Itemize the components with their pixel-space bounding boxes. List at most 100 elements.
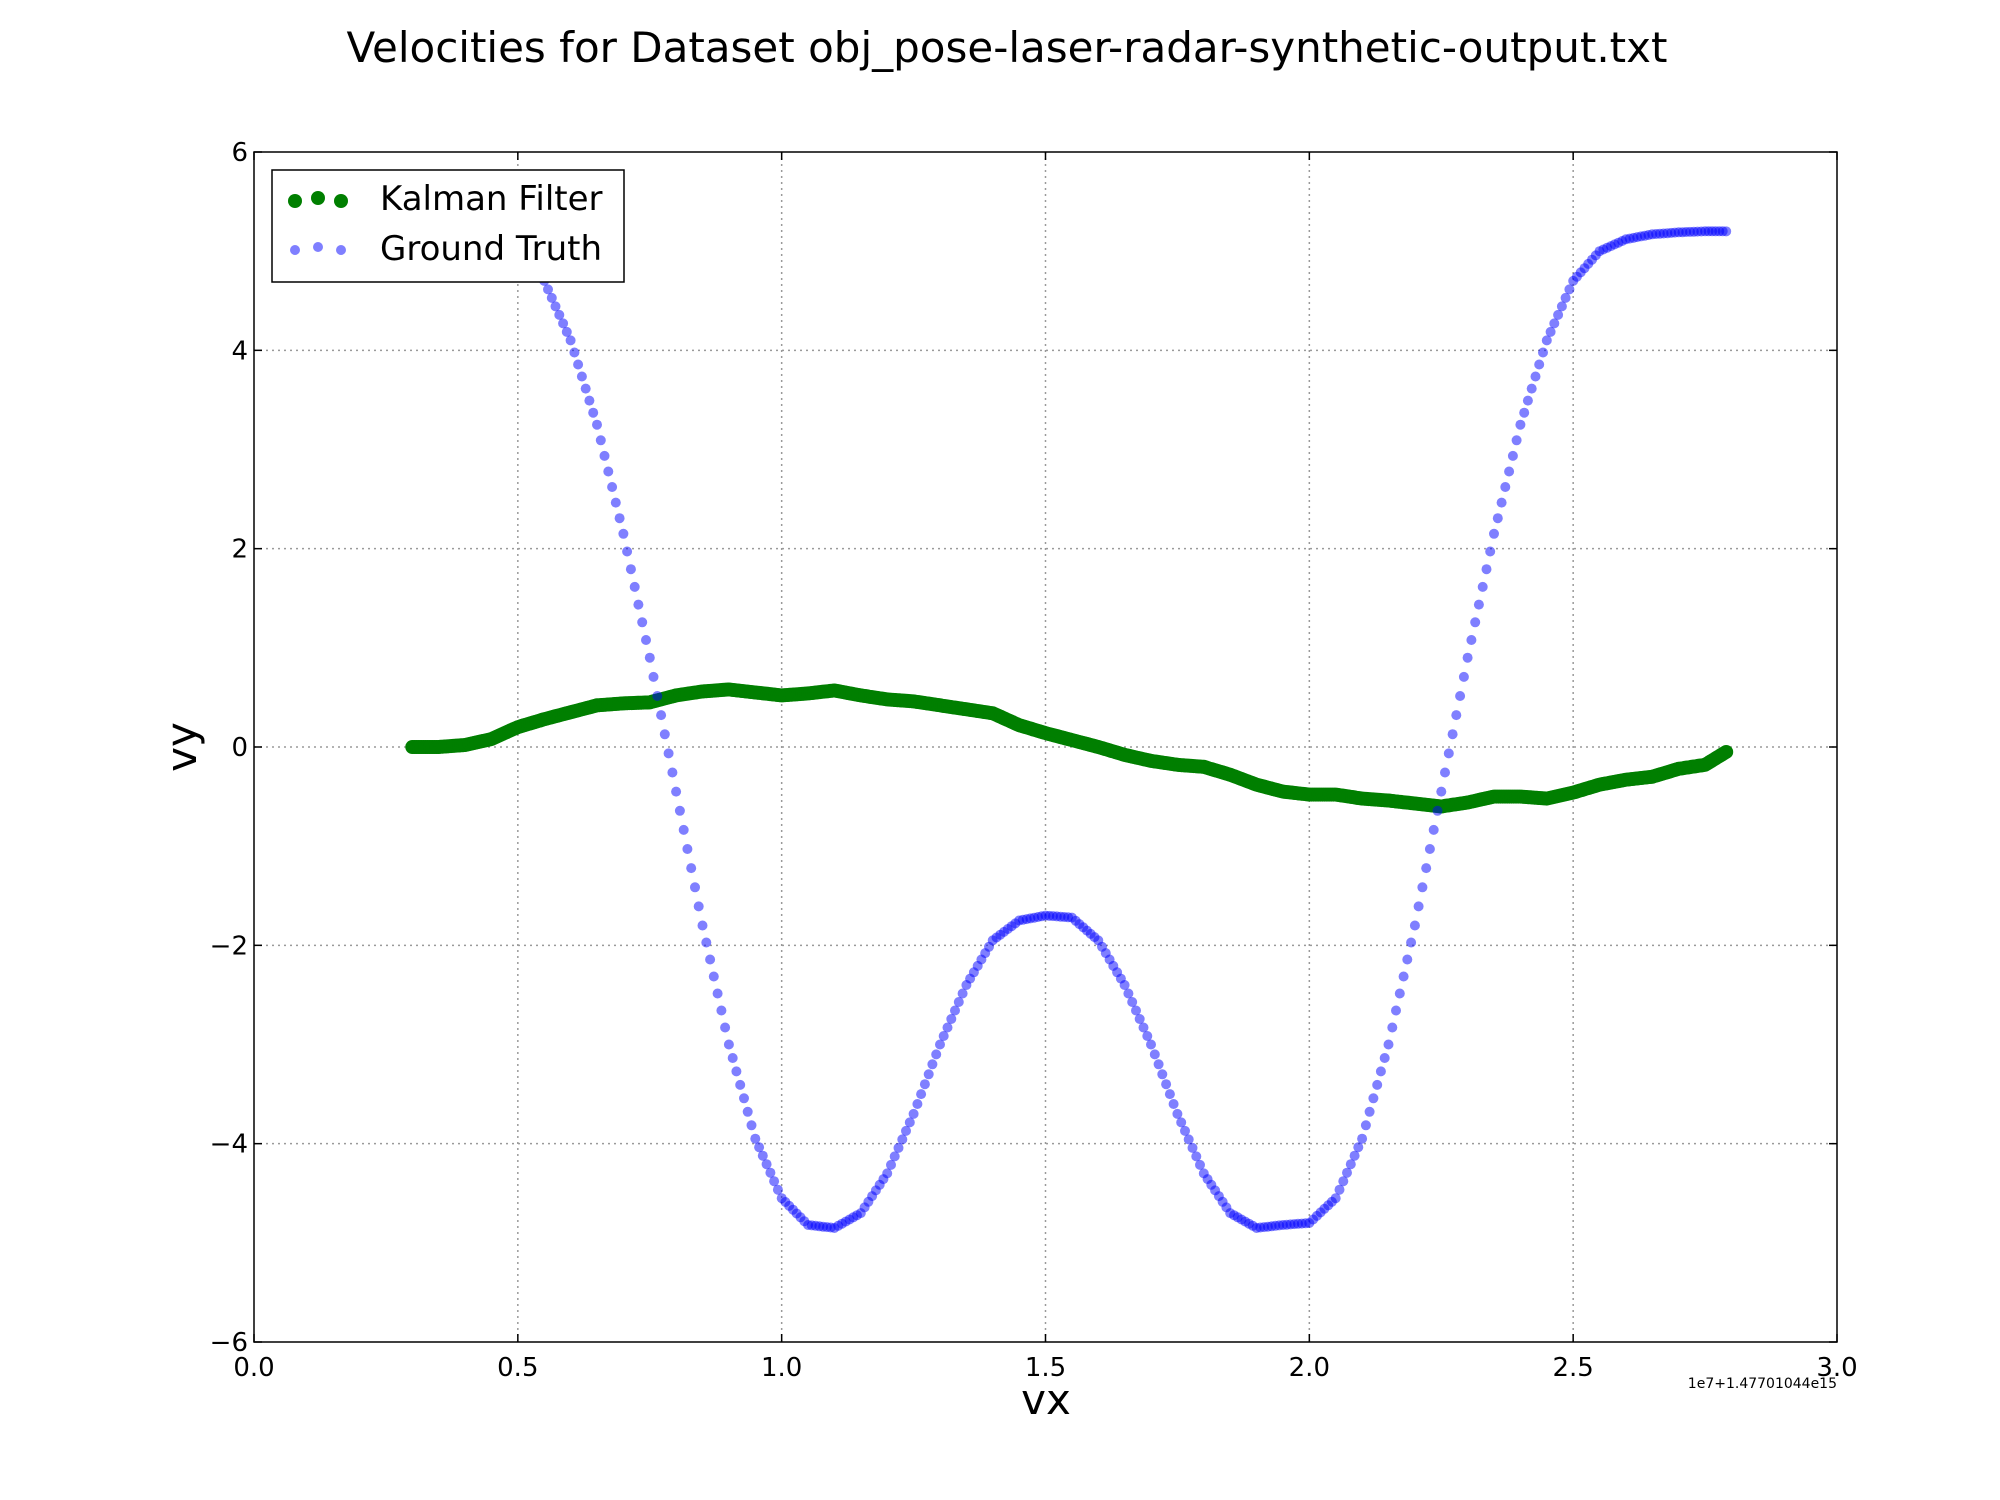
data-point xyxy=(546,292,557,303)
x-tick-label: 1.0 xyxy=(761,1353,802,1383)
x-tick-label: 3.0 xyxy=(1816,1353,1857,1383)
data-point xyxy=(1119,980,1130,990)
data-point xyxy=(1387,1022,1398,1033)
data-point xyxy=(1443,748,1454,759)
data-point xyxy=(614,513,625,524)
data-point xyxy=(1360,1120,1371,1131)
data-point xyxy=(761,1159,772,1170)
data-point xyxy=(659,729,670,740)
data-point xyxy=(663,748,674,759)
y-tick-label: 2 xyxy=(231,535,248,565)
data-point xyxy=(1440,767,1450,778)
data-point xyxy=(1458,671,1469,682)
data-point xyxy=(1470,617,1481,628)
data-point xyxy=(886,1159,896,1170)
series-kalman-filter xyxy=(405,682,1734,814)
data-point xyxy=(588,407,599,418)
data-point xyxy=(1432,805,1443,816)
data-point xyxy=(690,882,700,893)
data-point xyxy=(686,863,697,874)
data-point xyxy=(889,1151,900,1162)
data-point xyxy=(1183,1134,1194,1145)
y-tick-label: 4 xyxy=(231,336,248,366)
data-point xyxy=(1402,954,1413,965)
data-point xyxy=(1534,359,1545,370)
data-point xyxy=(1489,528,1499,539)
data-point xyxy=(1721,226,1732,237)
data-point xyxy=(1436,786,1447,797)
data-point xyxy=(1131,1005,1141,1016)
data-point xyxy=(1123,988,1134,999)
data-point xyxy=(1485,546,1496,557)
data-point xyxy=(746,1120,757,1131)
data-point xyxy=(674,805,685,816)
data-point xyxy=(712,988,723,999)
data-point xyxy=(942,1022,953,1033)
legend-label-kalman-filter: Kalman Filter xyxy=(380,179,603,219)
data-point xyxy=(927,1059,938,1070)
data-point xyxy=(1515,419,1526,430)
data-point xyxy=(1345,1159,1356,1170)
data-point xyxy=(897,1134,908,1145)
data-point xyxy=(1149,1049,1160,1060)
legend-dot xyxy=(288,194,302,208)
y-tick-label: 6 xyxy=(231,138,248,168)
data-point xyxy=(1394,988,1405,999)
legend-dot xyxy=(313,242,323,252)
plot-area-frame xyxy=(253,151,1838,1343)
data-point xyxy=(1146,1039,1156,1050)
data-point xyxy=(946,1014,957,1024)
data-point xyxy=(1545,326,1556,337)
data-point xyxy=(1195,1159,1205,1170)
data-point xyxy=(641,635,651,645)
data-point xyxy=(599,450,610,461)
data-point xyxy=(1409,920,1420,931)
data-point xyxy=(1507,450,1518,461)
data-point xyxy=(701,937,712,948)
y-tick-label: −6 xyxy=(210,1328,248,1358)
data-point xyxy=(957,988,968,999)
data-point xyxy=(1342,1167,1352,1178)
data-point xyxy=(908,1108,919,1119)
legend-marker-kalman-filter xyxy=(288,191,348,208)
data-point xyxy=(727,1053,738,1063)
data-point xyxy=(652,691,663,701)
data-point xyxy=(1564,284,1575,295)
series-ground-truth xyxy=(512,226,1732,1233)
data-point xyxy=(1500,482,1511,492)
grid-lines xyxy=(254,152,1837,1342)
data-point xyxy=(1191,1151,1202,1162)
data-point xyxy=(667,767,678,778)
data-point xyxy=(1522,395,1533,406)
data-point xyxy=(1142,1031,1153,1041)
data-point xyxy=(1379,1053,1390,1063)
data-point xyxy=(1164,1089,1175,1100)
data-point xyxy=(656,710,667,721)
data-point xyxy=(1473,599,1484,610)
data-point xyxy=(697,920,708,931)
data-point xyxy=(543,284,553,295)
data-point xyxy=(1168,1099,1179,1109)
data-point xyxy=(1353,1142,1364,1153)
legend-dot xyxy=(290,245,300,255)
data-point xyxy=(592,419,602,430)
data-point xyxy=(1338,1176,1349,1187)
data-point xyxy=(904,1117,915,1128)
data-point xyxy=(769,1176,780,1187)
data-point xyxy=(1368,1093,1379,1104)
data-point xyxy=(723,1039,734,1050)
data-point xyxy=(1157,1069,1168,1080)
data-point xyxy=(1138,1022,1149,1033)
data-point xyxy=(576,371,587,382)
data-point xyxy=(882,1168,893,1179)
data-point xyxy=(739,1093,749,1104)
data-point xyxy=(637,617,648,628)
data-point xyxy=(931,1049,942,1060)
data-point xyxy=(1391,1005,1401,1016)
data-point xyxy=(1421,863,1432,874)
data-point xyxy=(580,383,591,394)
data-point xyxy=(1451,710,1462,721)
data-point xyxy=(935,1039,945,1050)
data-point xyxy=(708,971,719,982)
data-point xyxy=(1187,1142,1198,1153)
